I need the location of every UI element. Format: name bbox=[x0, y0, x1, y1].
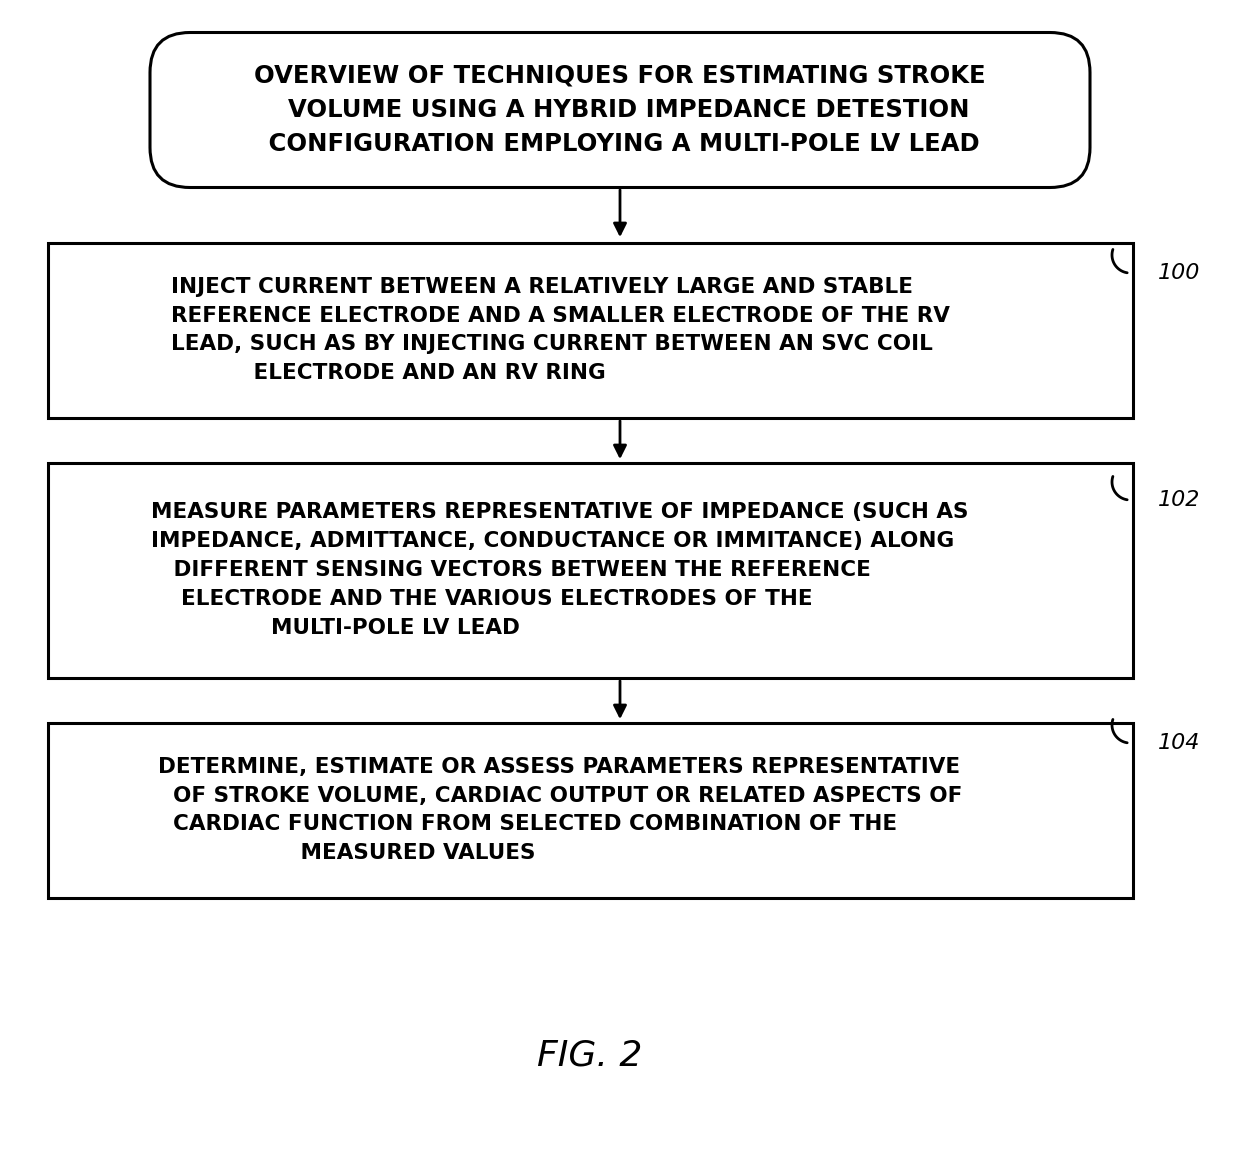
Text: FIG. 2: FIG. 2 bbox=[537, 1038, 642, 1072]
Bar bbox=[47, 242, 1132, 418]
Text: MEASURE PARAMETERS REPRESENTATIVE OF IMPEDANCE (SUCH AS
IMPEDANCE, ADMITTANCE, C: MEASURE PARAMETERS REPRESENTATIVE OF IMP… bbox=[151, 503, 968, 638]
Text: OVERVIEW OF TECHNIQUES FOR ESTIMATING STROKE
  VOLUME USING A HYBRID IMPEDANCE D: OVERVIEW OF TECHNIQUES FOR ESTIMATING ST… bbox=[254, 64, 986, 156]
Bar bbox=[47, 462, 1132, 677]
Text: 100: 100 bbox=[1158, 263, 1200, 283]
Bar bbox=[47, 723, 1132, 897]
FancyBboxPatch shape bbox=[150, 32, 1090, 188]
Text: DETERMINE, ESTIMATE OR ASSESS PARAMETERS REPRESENTATIVE
  OF STROKE VOLUME, CARD: DETERMINE, ESTIMATE OR ASSESS PARAMETERS… bbox=[157, 757, 962, 863]
Text: INJECT CURRENT BETWEEN A RELATIVELY LARGE AND STABLE
REFERENCE ELECTRODE AND A S: INJECT CURRENT BETWEEN A RELATIVELY LARG… bbox=[171, 277, 950, 383]
Text: 104: 104 bbox=[1158, 733, 1200, 753]
Text: 102: 102 bbox=[1158, 490, 1200, 510]
